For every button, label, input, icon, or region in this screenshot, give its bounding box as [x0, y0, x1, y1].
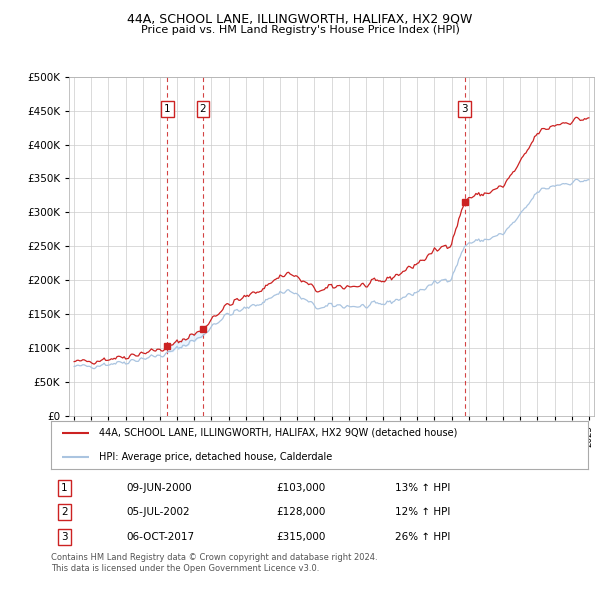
Text: £128,000: £128,000 [277, 507, 326, 517]
Text: 09-JUN-2000: 09-JUN-2000 [126, 483, 192, 493]
Text: £103,000: £103,000 [277, 483, 326, 493]
Text: 44A, SCHOOL LANE, ILLINGWORTH, HALIFAX, HX2 9QW (detached house): 44A, SCHOOL LANE, ILLINGWORTH, HALIFAX, … [100, 428, 458, 438]
Text: Price paid vs. HM Land Registry's House Price Index (HPI): Price paid vs. HM Land Registry's House … [140, 25, 460, 35]
Text: £315,000: £315,000 [277, 532, 326, 542]
Text: 13% ↑ HPI: 13% ↑ HPI [395, 483, 450, 493]
Text: 2: 2 [61, 507, 68, 517]
Text: 2: 2 [200, 104, 206, 114]
Text: Contains HM Land Registry data © Crown copyright and database right 2024.
This d: Contains HM Land Registry data © Crown c… [51, 553, 377, 573]
Text: 1: 1 [164, 104, 171, 114]
Text: HPI: Average price, detached house, Calderdale: HPI: Average price, detached house, Cald… [100, 452, 332, 462]
Text: 1: 1 [61, 483, 68, 493]
Text: 12% ↑ HPI: 12% ↑ HPI [395, 507, 450, 517]
Text: 44A, SCHOOL LANE, ILLINGWORTH, HALIFAX, HX2 9QW: 44A, SCHOOL LANE, ILLINGWORTH, HALIFAX, … [127, 13, 473, 26]
Text: 3: 3 [61, 532, 68, 542]
Text: 06-OCT-2017: 06-OCT-2017 [126, 532, 194, 542]
Text: 3: 3 [461, 104, 468, 114]
Text: 26% ↑ HPI: 26% ↑ HPI [395, 532, 450, 542]
Text: 05-JUL-2002: 05-JUL-2002 [126, 507, 190, 517]
